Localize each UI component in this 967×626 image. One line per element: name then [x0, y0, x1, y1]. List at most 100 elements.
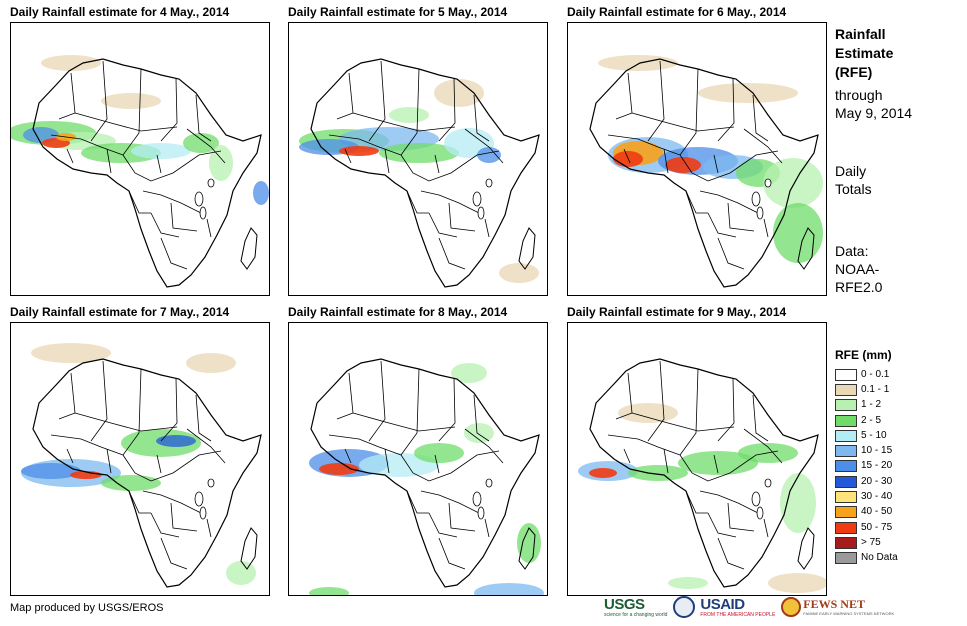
country-border: [752, 94, 769, 142]
country-border: [685, 190, 708, 214]
country-border: [128, 190, 151, 214]
country-border: [400, 150, 500, 182]
country-border: [150, 512, 180, 538]
daily-line: Daily: [835, 163, 867, 179]
country-border: [607, 134, 681, 156]
country-border: [473, 394, 490, 442]
country-border: [50, 434, 124, 456]
lake-outline: [751, 191, 761, 207]
africa-map: [299, 58, 540, 288]
rainfall-area: [379, 143, 459, 163]
country-border: [623, 148, 631, 164]
side-title-line: (RFE): [835, 64, 873, 80]
rainfall-layer: [21, 343, 256, 585]
data-line: NOAA-: [835, 261, 880, 277]
country-border: [122, 68, 142, 156]
country-border: [707, 512, 737, 538]
country-border: [484, 218, 490, 238]
legend-swatch: [835, 475, 857, 488]
country-border: [352, 112, 456, 132]
rainfall-area: [668, 577, 708, 589]
country-border: [195, 94, 212, 142]
country-border: [713, 454, 719, 474]
lake-outline: [485, 478, 493, 488]
legend-item: 0 - 0.1: [835, 367, 955, 382]
legend-label: 40 - 50: [861, 506, 893, 518]
country-border: [464, 128, 504, 164]
africa-coastline: [310, 58, 540, 288]
rfe-legend: RFE (mm) 0 - 0.1 0.1 - 1 1 - 2 2 - 5 5 - 10 1…: [835, 348, 955, 566]
lake-outline: [756, 506, 764, 520]
country-border: [195, 394, 212, 442]
country-border: [66, 148, 74, 164]
legend-label: 50 - 75: [861, 521, 893, 533]
rainfall-area: [253, 181, 269, 205]
rainfall-area: [209, 145, 233, 181]
rainfall-area: [186, 353, 236, 373]
rainfall-area: [41, 55, 101, 71]
country-border: [400, 68, 420, 156]
country-border: [727, 502, 755, 532]
legend-label: 1 - 2: [861, 399, 882, 411]
panel-title: Daily Rainfall estimate for 8 May., 2014: [288, 305, 508, 319]
rainfall-map: [567, 322, 827, 596]
country-border: [122, 150, 222, 182]
rainfall-area: [517, 523, 541, 563]
daily-totals-label: Daily Totals: [835, 162, 872, 198]
fewsnet-logo: FEWS NET FAMINE EARLY WARNING SYSTEMS NE…: [803, 598, 894, 617]
lake-outline: [194, 191, 204, 207]
madagascar-outline: [518, 527, 536, 570]
side-title-line: Estimate: [835, 45, 894, 61]
rainfall-area: [598, 55, 678, 71]
country-border: [434, 454, 440, 474]
lake-outline: [199, 506, 207, 520]
legend-item: 5 - 10: [835, 428, 955, 443]
legend-item: 10 - 15: [835, 443, 955, 458]
usaid-logo: USAID FROM THE AMERICAN PEOPLE: [700, 597, 775, 618]
country-border: [142, 190, 202, 214]
legend-item: 1 - 2: [835, 398, 955, 413]
legend-item: > 75: [835, 535, 955, 550]
country-border: [384, 448, 390, 474]
legend-title: RFE (mm): [835, 348, 892, 362]
legend-swatch: [835, 399, 857, 412]
data-line: Data:: [835, 243, 869, 259]
country-border: [400, 450, 500, 482]
lake-outline: [477, 206, 485, 220]
madagascar-outline: [240, 527, 258, 570]
legend-label: 15 - 20: [861, 460, 893, 472]
country-border: [438, 237, 466, 270]
country-border: [122, 368, 142, 456]
usaid-tagline: FROM THE AMERICAN PEOPLE: [700, 611, 776, 618]
rainfall-map: [288, 322, 548, 596]
legend-item: 40 - 50: [835, 505, 955, 520]
country-border: [679, 68, 699, 156]
africa-map: [589, 55, 823, 288]
rainfall-area: [499, 263, 539, 283]
legend-label: 30 - 40: [861, 491, 893, 503]
country-border: [106, 448, 112, 474]
country-border: [473, 94, 490, 142]
rainfall-area: [768, 573, 826, 593]
legend-swatch: [835, 491, 857, 504]
rainfall-layer: [11, 55, 269, 205]
country-border: [484, 518, 490, 538]
lake-outline: [207, 178, 215, 188]
country-border: [160, 537, 188, 570]
rainfall-area: [389, 107, 429, 123]
country-border: [156, 454, 162, 474]
legend-swatch: [835, 429, 857, 442]
legend-item: 50 - 75: [835, 520, 955, 535]
africa-coastline: [32, 358, 262, 588]
legend-label: 2 - 5: [861, 414, 882, 426]
africa-coastline: [32, 58, 262, 288]
country-border: [368, 60, 386, 142]
country-border: [727, 202, 755, 232]
country-border: [679, 368, 699, 456]
rainfall-layer: [309, 363, 544, 595]
fews-globe-icon: [781, 597, 802, 617]
country-border: [428, 212, 458, 238]
country-border: [406, 490, 429, 514]
rainfall-area: [339, 146, 379, 156]
legend-swatch: [835, 521, 857, 534]
